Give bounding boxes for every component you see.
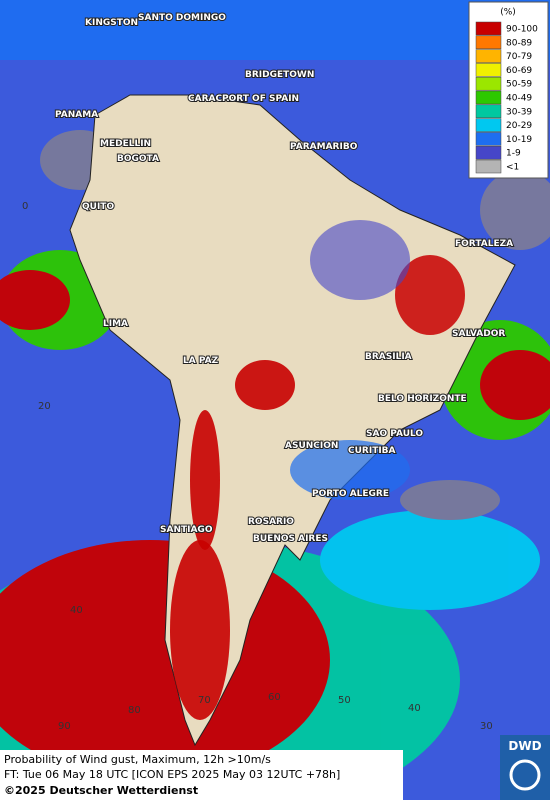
grid-label: 50 <box>338 695 351 706</box>
city-label: ASUNCION <box>285 441 338 451</box>
city-label: CARACAS <box>188 94 236 104</box>
legend-label: 40-49 <box>506 94 532 104</box>
grid-label: 40 <box>70 605 83 616</box>
footer-box <box>0 750 403 800</box>
city-label: ROSARIO <box>248 517 294 527</box>
grid-label: 80 <box>128 705 141 716</box>
legend-swatch <box>475 76 502 91</box>
legend-swatch <box>475 21 502 36</box>
city-label: BOGOTA <box>117 154 159 164</box>
city-label: BUENOS AIRES <box>253 534 328 544</box>
city-label: QUITO <box>82 202 114 212</box>
legend-swatch <box>475 159 502 174</box>
legend-swatch <box>475 90 502 105</box>
grid-label: 0 <box>22 201 28 212</box>
city-label: MEDELLIN <box>100 139 151 149</box>
legend-label: 20-29 <box>506 121 532 131</box>
city-label: SANTIAGO <box>160 525 213 535</box>
legend-swatch <box>475 132 502 146</box>
grid-label: 20 <box>38 401 51 412</box>
city-label: FORTALEZA <box>455 239 513 249</box>
city-label: KINGSTON <box>85 18 138 28</box>
logo-icon <box>509 759 541 791</box>
legend-label: 50-59 <box>506 80 532 90</box>
city-label: BRIDGETOWN <box>245 70 314 80</box>
legend-label: 1-9 <box>506 149 521 159</box>
legend-swatch <box>475 63 502 77</box>
city-label: PARAMARIBO <box>290 142 358 152</box>
city-label: BRASILIA <box>365 352 412 362</box>
city-label: SALVADOR <box>452 329 505 339</box>
footer-copyright: ©2025 Deutscher Wetterdienst <box>4 784 198 797</box>
city-label: CURITIBA <box>348 446 396 456</box>
legend-swatch <box>475 49 502 63</box>
city-label: PORT OF SPAIN <box>222 94 299 104</box>
legend-swatch <box>475 145 502 160</box>
legend-label: <1 <box>506 163 519 173</box>
grid-label: 60 <box>268 692 281 703</box>
logo-text: DWD <box>508 739 541 753</box>
legend-label: 90-100 <box>506 25 538 35</box>
legend-label: 70-79 <box>506 52 532 62</box>
city-label: BELO HORIZONTE <box>378 394 467 404</box>
city-label: SANTO DOMINGO <box>138 13 226 23</box>
grid-label: 70 <box>198 695 211 706</box>
city-label: PANAMA <box>55 110 98 120</box>
city-label: LA PAZ <box>183 356 219 366</box>
grid-label: 90 <box>58 721 71 732</box>
legend-label: 10-19 <box>506 135 532 145</box>
legend-title: (%) <box>500 8 516 18</box>
footer-title: Probability of Wind gust, Maximum, 12h >… <box>4 753 271 766</box>
land-probability <box>170 220 465 720</box>
footer-forecast: FT: Tue 06 May 18 UTC [ICON EPS 2025 May… <box>4 768 340 781</box>
legend-label: 30-39 <box>506 107 532 117</box>
legend-swatch <box>475 104 502 119</box>
legend-label: 80-89 <box>506 38 532 48</box>
legend-swatch <box>475 35 502 50</box>
grid-label: 40 <box>408 703 421 714</box>
city-label: LIMA <box>103 319 128 329</box>
city-label: SAO PAULO <box>366 429 423 439</box>
legend-label: 60-69 <box>506 66 532 76</box>
legend-swatch <box>475 118 502 132</box>
city-label: PORTO ALEGRE <box>312 489 389 499</box>
grid-label: 30 <box>480 721 493 732</box>
